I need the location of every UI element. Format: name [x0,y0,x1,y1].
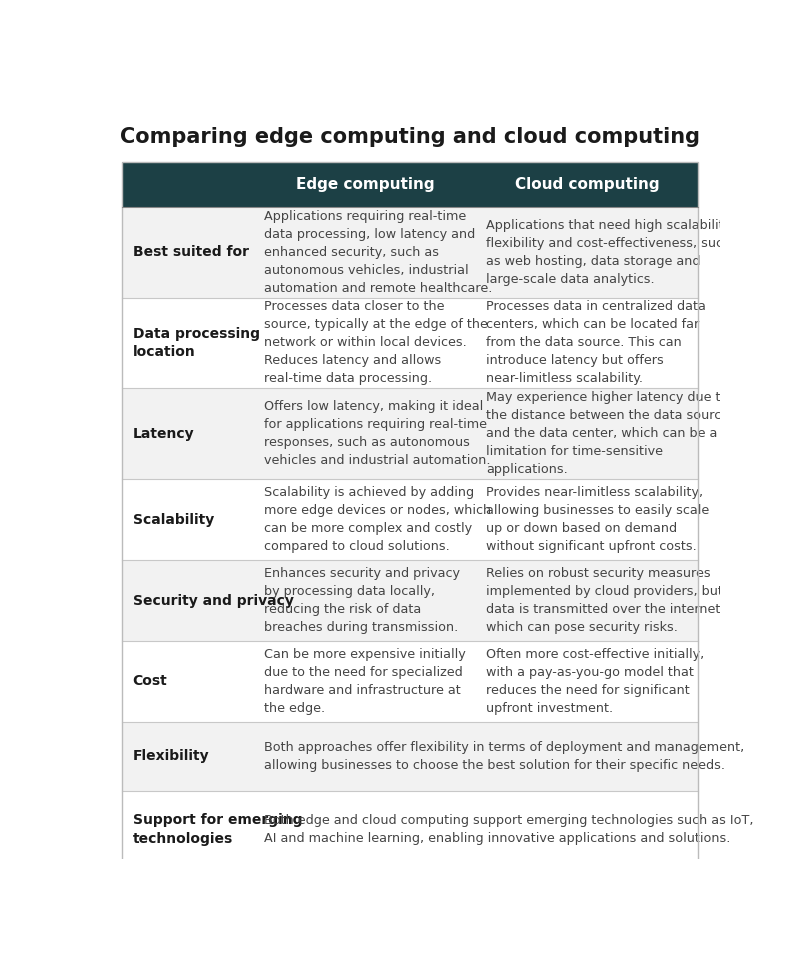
FancyBboxPatch shape [122,560,698,641]
Text: Processes data closer to the
source, typically at the edge of the
network or wit: Processes data closer to the source, typ… [264,300,488,385]
Text: Support for emerging
technologies: Support for emerging technologies [133,813,302,845]
FancyBboxPatch shape [122,791,698,868]
Text: Latency: Latency [133,427,194,441]
Text: Cost: Cost [133,675,167,688]
Text: Applications requiring real-time
data processing, low latency and
enhanced secur: Applications requiring real-time data pr… [264,209,493,294]
Text: Can be more expensive initially
due to the need for specialized
hardware and inf: Can be more expensive initially due to t… [264,648,466,715]
Text: Security and privacy: Security and privacy [133,593,294,608]
FancyBboxPatch shape [122,162,698,207]
FancyBboxPatch shape [122,207,698,297]
Text: Scalability is achieved by adding
more edge devices or nodes, which
can be more : Scalability is achieved by adding more e… [264,486,491,553]
Text: Cloud computing: Cloud computing [515,177,660,192]
Text: Both edge and cloud computing support emerging technologies such as IoT,
AI and : Both edge and cloud computing support em… [264,814,754,845]
Text: Provides near-limitless scalability,
allowing businesses to easily scale
up or d: Provides near-limitless scalability, all… [486,486,710,553]
FancyBboxPatch shape [122,641,698,722]
Text: May experience higher latency due to
the distance between the data source
and th: May experience higher latency due to the… [486,392,730,477]
Text: Scalability: Scalability [133,512,214,527]
Text: Flexibility: Flexibility [133,750,209,763]
Text: Offers low latency, making it ideal
for applications requiring real-time
respons: Offers low latency, making it ideal for … [264,400,491,467]
FancyBboxPatch shape [122,722,698,791]
Text: Processes data in centralized data
centers, which can be located far
from the da: Processes data in centralized data cente… [486,300,706,385]
Text: Edge computing: Edge computing [296,177,434,192]
Text: Often more cost-effective initially,
with a pay-as-you-go model that
reduces the: Often more cost-effective initially, wit… [486,648,705,715]
Text: Enhances security and privacy
by processing data locally,
reducing the risk of d: Enhances security and privacy by process… [264,567,460,634]
FancyBboxPatch shape [122,480,698,560]
Text: Relies on robust security measures
implemented by cloud providers, but
data is t: Relies on robust security measures imple… [486,567,725,634]
FancyBboxPatch shape [122,297,698,388]
Text: Both approaches offer flexibility in terms of deployment and management,
allowin: Both approaches offer flexibility in ter… [264,741,745,772]
Text: Data processing
location: Data processing location [133,327,259,359]
Text: Best suited for: Best suited for [133,245,249,259]
Text: Comparing edge computing and cloud computing: Comparing edge computing and cloud compu… [120,127,700,148]
Text: Applications that need high scalability,
flexibility and cost-effectiveness, suc: Applications that need high scalability,… [486,219,736,286]
FancyBboxPatch shape [122,388,698,480]
